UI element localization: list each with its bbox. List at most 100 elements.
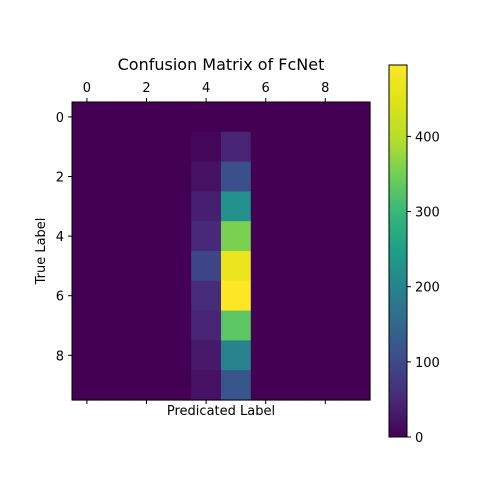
heatmap-cell-r3-c4: [191, 191, 222, 222]
heatmap-cell-r4-c6: [250, 221, 282, 252]
heatmap-cell-r0-c8: [310, 102, 341, 133]
colorbar-tick-label: 400: [415, 130, 440, 145]
heatmap-cell-r8-c1: [101, 340, 133, 371]
heatmap-cell-r8-c2: [131, 340, 162, 371]
heatmap-cell-r0-c3: [161, 102, 192, 133]
heatmap-cell-r8-c3: [161, 340, 192, 371]
heatmap-cell-r9-c9: [340, 370, 371, 401]
heatmap-cell-r3-c7: [280, 191, 311, 222]
heatmap-cell-r4-c3: [161, 221, 192, 252]
heatmap-cell-r3-c1: [101, 191, 133, 222]
heatmap-cell-r8-c0: [72, 340, 103, 371]
heatmap-cell-r8-c7: [280, 340, 311, 371]
heatmap-cell-r1-c2: [131, 131, 162, 163]
heatmap-cell-r6-c0: [72, 280, 103, 312]
heatmap-cell-r4-c8: [310, 221, 341, 252]
plot-frame: [71, 101, 371, 401]
x-tick-marks-bottom: [86, 400, 326, 404]
heatmap-cell-r8-c9: [340, 340, 371, 371]
heatmap-cell-r2-c1: [101, 161, 133, 192]
heatmap-cell-r4-c0: [72, 221, 103, 252]
heatmap-cell-r3-c9: [340, 191, 371, 222]
heatmap-cell-r5-c1: [101, 251, 133, 282]
heatmap-cell-r7-c5: [221, 310, 252, 341]
heatmap-cell-r7-c9: [340, 310, 371, 341]
x-tick-label: 6: [262, 81, 270, 96]
heatmap-cell-r0-c5: [221, 102, 252, 133]
heatmap-cell-r1-c4: [191, 131, 222, 163]
heatmap-cell-r1-c8: [310, 131, 341, 163]
heatmap-cell-r3-c5: [221, 191, 252, 222]
heatmap-cell-r6-c6: [250, 280, 282, 312]
heatmap-cell-r2-c2: [131, 161, 162, 192]
heatmap-cell-r7-c1: [101, 310, 133, 341]
heatmap-cell-r1-c5: [221, 131, 252, 163]
heatmap-cell-r5-c9: [340, 251, 371, 282]
heatmap-cell-r1-c7: [280, 131, 311, 163]
y-tick-label: 8: [56, 349, 64, 364]
heatmap-cell-r4-c9: [340, 221, 371, 252]
heatmap-cell-r4-c7: [280, 221, 311, 252]
heatmap-cell-r7-c4: [191, 310, 222, 341]
heatmap-cell-r5-c3: [161, 251, 192, 282]
heatmap-cell-r2-c0: [72, 161, 103, 192]
y-tick-label: 0: [56, 111, 64, 126]
heatmap-cell-r9-c0: [72, 370, 103, 401]
x-tick-labels: 0 2 4 6 8: [83, 81, 329, 102]
heatmap-cell-r6-c3: [161, 280, 192, 312]
heatmap-cell-r0-c4: [191, 102, 222, 133]
heatmap-cell-r7-c2: [131, 310, 162, 341]
heatmap-cell-r5-c7: [280, 251, 311, 282]
heatmap-cell-r0-c0: [72, 102, 103, 133]
heatmap-cell-r9-c3: [161, 370, 192, 401]
heatmap-cell-r4-c4: [191, 221, 222, 252]
heatmap-cell-r9-c5: [221, 370, 252, 401]
x-tick-label: 4: [202, 81, 210, 96]
y-tick-label: 6: [56, 290, 64, 305]
x-tick-label: 2: [142, 81, 150, 96]
heatmap-cell-r2-c8: [310, 161, 341, 192]
heatmap-cell-r7-c6: [250, 310, 282, 341]
colorbar-tick-label: 100: [415, 356, 440, 371]
heatmap-cell-r8-c5: [221, 340, 252, 371]
heatmap-cell-r4-c1: [101, 221, 133, 252]
heatmap-cell-r1-c0: [72, 131, 103, 163]
heatmap-cell-r5-c5: [221, 251, 252, 282]
heatmap-cell-r7-c8: [310, 310, 341, 341]
heatmap-cell-r2-c9: [340, 161, 371, 192]
x-tick-label: 8: [321, 81, 329, 96]
heatmap-cell-r8-c8: [310, 340, 341, 371]
heatmap-cell-r2-c4: [191, 161, 222, 192]
heatmap-cell-r5-c6: [250, 251, 282, 282]
heatmap-cell-r6-c1: [101, 280, 133, 312]
y-tick-labels: 0 2 4 6 8: [56, 111, 72, 364]
heatmap-cell-r8-c6: [250, 340, 282, 371]
heatmap-cell-r3-c3: [161, 191, 192, 222]
heatmap-cell-r4-c5: [221, 221, 252, 252]
colorbar-tick-label: 200: [415, 281, 440, 296]
heatmap-cell-r5-c4: [191, 251, 222, 282]
heatmap-cell-r5-c2: [131, 251, 162, 282]
heatmap-cell-r2-c5: [221, 161, 252, 192]
heatmap-cell-r8-c4: [191, 340, 222, 371]
heatmap-cell-r1-c1: [101, 131, 133, 163]
heatmap-cell-r0-c7: [280, 102, 311, 133]
heatmap-cell-r0-c9: [340, 102, 371, 133]
heatmap-cell-r4-c2: [131, 221, 162, 252]
heatmap-cell-r3-c2: [131, 191, 162, 222]
colorbar-tick-label: 300: [415, 206, 440, 221]
heatmap-cell-r0-c1: [101, 102, 133, 133]
heatmap-cell-r5-c8: [310, 251, 341, 282]
heatmap-cell-r2-c7: [280, 161, 311, 192]
chart-title: Confusion Matrix of FcNet: [118, 55, 325, 74]
heatmap-cell-r6-c8: [310, 280, 341, 312]
heatmap-cell-r3-c0: [72, 191, 103, 222]
heatmap-cell-r0-c2: [131, 102, 162, 133]
heatmap-cell-r2-c3: [161, 161, 192, 192]
heatmap-cell-r7-c0: [72, 310, 103, 341]
colorbar: [388, 64, 408, 438]
heatmap-cell-r1-c9: [340, 131, 371, 163]
heatmap-cell-r6-c4: [191, 280, 222, 312]
x-axis-label: Predicated Label: [167, 404, 275, 419]
